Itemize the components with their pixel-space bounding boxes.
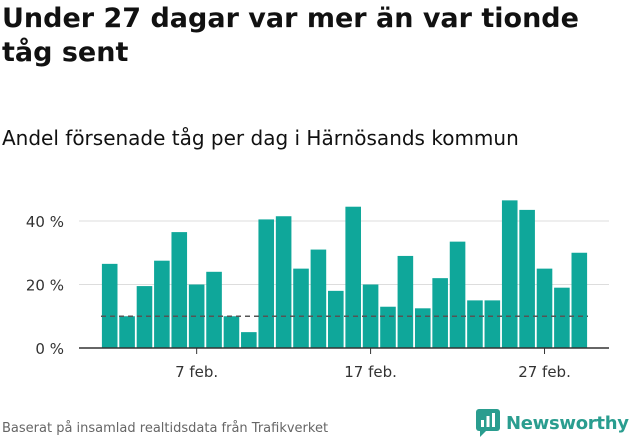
bar: [571, 252, 588, 348]
x-tick-label: 27 feb.: [518, 363, 571, 381]
y-tick-label: 20 %: [26, 277, 64, 295]
bar: [206, 271, 222, 348]
x-axis-ticks: 7 feb. 17 feb. 27 feb.: [175, 348, 571, 381]
y-tick-label: 40 %: [26, 213, 64, 231]
bar: [449, 241, 466, 348]
bar: [519, 209, 535, 348]
bar: [154, 260, 170, 348]
y-axis-ticks: 0 % 20 % 40 %: [26, 213, 64, 358]
bar: [328, 290, 344, 348]
bar: [293, 268, 309, 349]
logo-text: Newsworthy: [506, 412, 629, 434]
source-note: Baserat på insamlad realtidsdata från Tr…: [2, 421, 329, 436]
chart-subtitle: Andel försenade tåg per dag i Härnösands…: [2, 126, 519, 150]
x-tick-label: 17 feb.: [344, 363, 397, 381]
newsworthy-chart-icon: [476, 409, 500, 437]
bar: [345, 206, 361, 348]
bar: [275, 216, 292, 348]
bar: [554, 287, 570, 348]
bar: [119, 316, 135, 348]
bar-chart: 0 % 20 % 40 % 7 feb. 17 feb. 27 feb.: [26, 200, 609, 381]
bar: [414, 308, 431, 348]
y-tick-label: 0 %: [35, 340, 64, 358]
bar: [223, 316, 240, 348]
bar: [136, 286, 153, 348]
bar: [432, 278, 448, 348]
bar: [362, 284, 379, 348]
x-tick-label: 7 feb.: [175, 363, 218, 381]
bar: [310, 249, 327, 348]
bars: [101, 200, 588, 349]
bar: [101, 263, 118, 348]
newsworthy-logo: Newsworthy: [476, 408, 629, 438]
bar: [501, 200, 518, 348]
bar: [536, 268, 553, 349]
bar: [380, 306, 396, 348]
bar: [241, 332, 257, 349]
bar: [258, 219, 275, 348]
chart-title: Under 27 dagar var mer än var tionde tåg…: [2, 3, 579, 68]
bar: [188, 284, 205, 348]
bar: [467, 300, 483, 349]
bar: [171, 232, 188, 348]
bar: [484, 300, 501, 349]
bar: [397, 255, 414, 348]
